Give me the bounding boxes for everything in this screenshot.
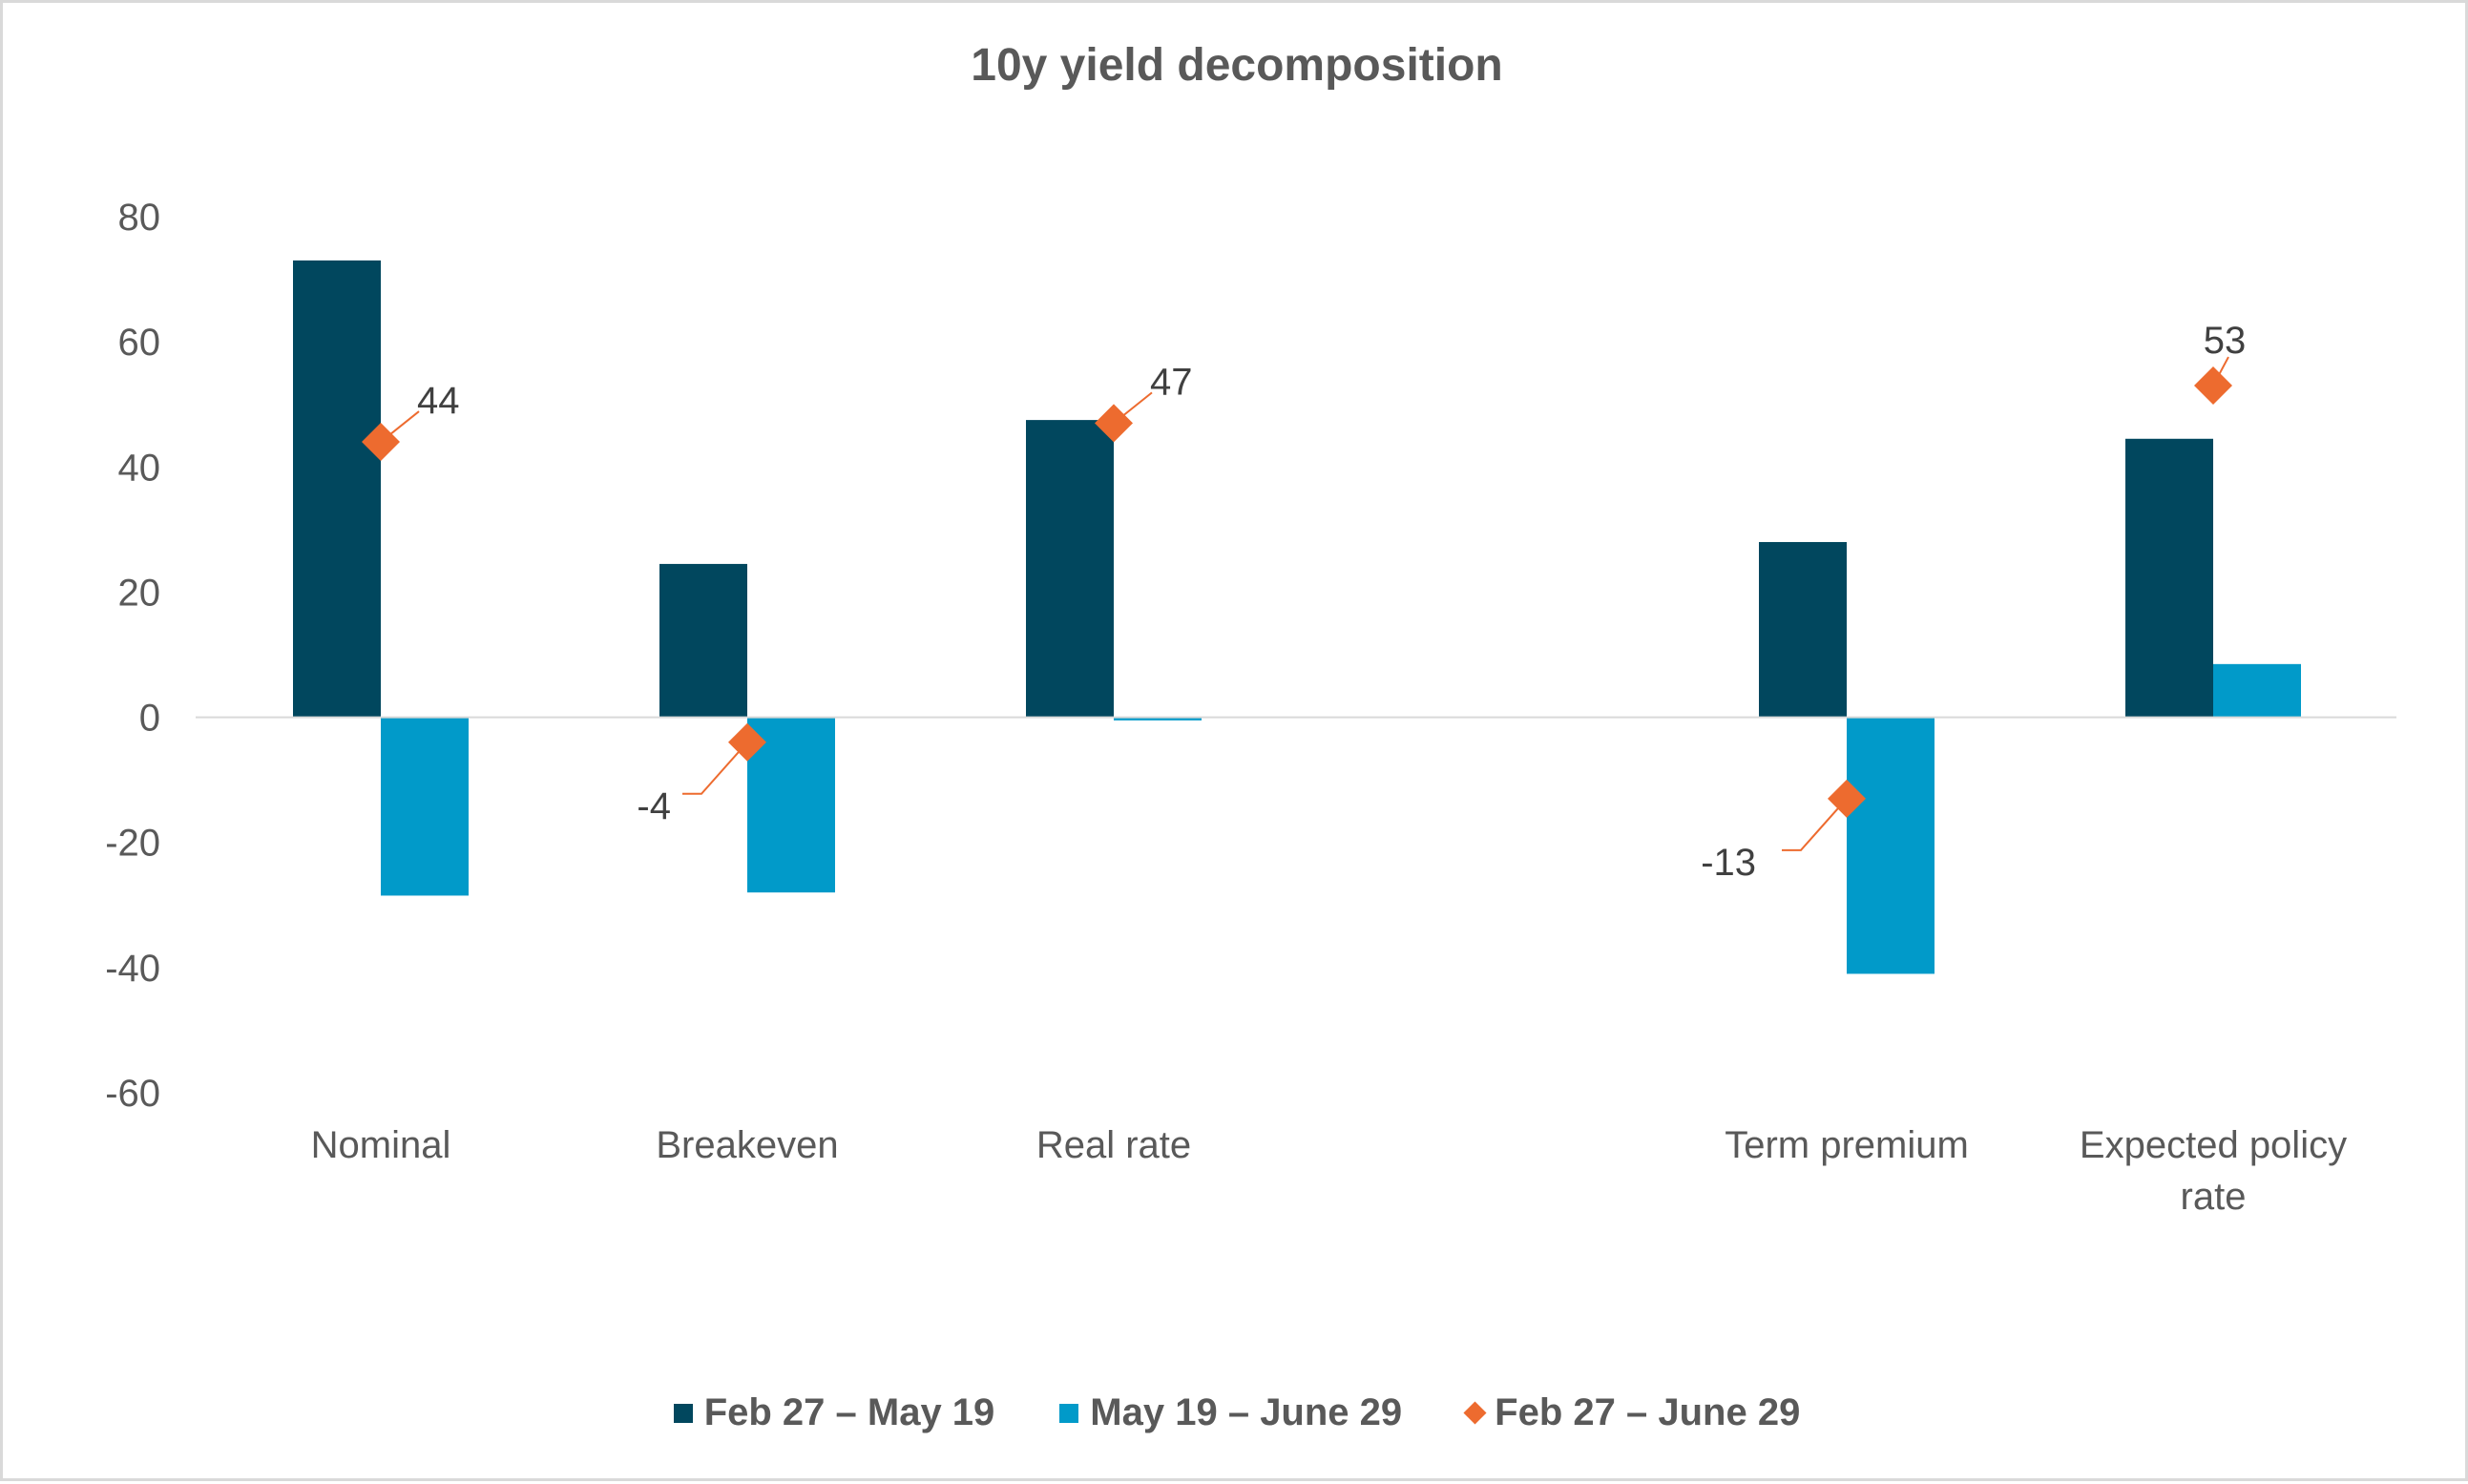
bar-feb27-may19 [1759, 541, 1847, 718]
marker-feb27-june29 [362, 423, 400, 462]
legend-swatch-icon [673, 1403, 693, 1423]
leader-line [682, 742, 748, 795]
bar-may19-june29 [1114, 717, 1202, 721]
category-label: Real rate [1036, 1124, 1191, 1166]
data-label: -13 [1701, 842, 1756, 884]
y-tick-label: -20 [105, 823, 160, 865]
bar-feb27-may19 [659, 563, 747, 718]
marker-feb27-june29 [728, 722, 766, 762]
leader-line [1782, 798, 1848, 851]
legend-label: Feb 27 – May 19 [703, 1391, 995, 1433]
bar-feb27-may19 [293, 260, 381, 718]
legend-diamond-icon [1463, 1401, 1487, 1425]
legend: Feb 27 – May 19 May 19 – June 29 Feb 27 – … [3, 1391, 2468, 1434]
y-tick-label: -60 [105, 1073, 160, 1115]
data-label: 53 [2204, 320, 2247, 362]
legend-item: Feb 27 – June 29 [1463, 1391, 1801, 1434]
y-tick-label: 0 [139, 698, 160, 740]
y-tick-label: 80 [118, 197, 161, 239]
legend-label: Feb 27 – June 29 [1495, 1391, 1801, 1433]
category-label: Breakeven [656, 1124, 838, 1166]
legend-swatch-icon [1059, 1403, 1079, 1423]
marker-feb27-june29 [1828, 779, 1866, 818]
category-label: Expected policy [2080, 1124, 2347, 1166]
bar-may19-june29 [1847, 717, 1935, 974]
y-tick-label: 60 [118, 322, 161, 364]
bar-feb27-may19 [2125, 438, 2213, 718]
y-tick-label: -40 [105, 948, 160, 990]
marker-feb27-june29 [2194, 366, 2232, 406]
legend-label: May 19 – June 29 [1090, 1391, 1403, 1433]
data-label: 47 [1150, 361, 1193, 403]
data-label: 44 [417, 380, 460, 422]
marker-feb27-june29 [1095, 404, 1133, 443]
legend-item: May 19 – June 29 [1059, 1391, 1402, 1434]
legend-item: Feb 27 – May 19 [673, 1391, 995, 1434]
y-tick-label: 40 [118, 447, 161, 489]
category-label: Nominal [311, 1124, 451, 1166]
bar-may19-june29 [381, 717, 469, 896]
bar-may19-june29 [2213, 663, 2301, 718]
category-label: rate [2181, 1176, 2247, 1218]
bar-feb27-may19 [1026, 420, 1114, 718]
data-label: -4 [637, 785, 671, 827]
category-label: Term premium [1725, 1124, 1969, 1166]
chart-title: 10y yield decomposition [971, 40, 1503, 91]
y-tick-label: 20 [118, 572, 161, 614]
chart-plot: 80 60 40 20 0 -20 -40 -60 Nominal Breakeven Real r… [105, 197, 2396, 1218]
